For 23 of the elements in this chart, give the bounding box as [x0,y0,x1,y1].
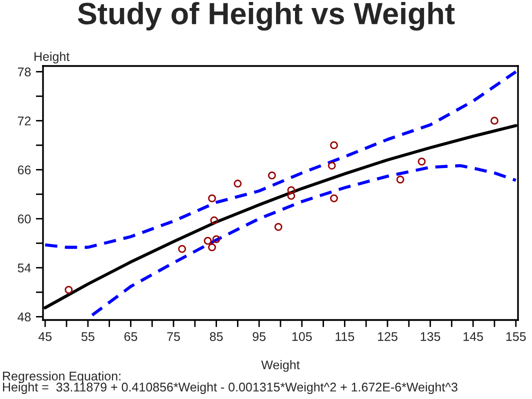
y-tick-label: 78 [18,68,31,76]
x-tick-label: 85 [210,332,223,341]
x-tick-label: 135 [420,332,440,341]
text: Regression Equation: [3,371,120,383]
x-tick-label: 115 [336,332,354,341]
y-tick-label: 48 [18,312,31,322]
y-tick-label: 54 [18,264,31,272]
x-tick-label: 55 [81,332,94,341]
x-tick-label: 75 [167,332,180,341]
y-axis-title: Height [34,52,70,64]
x-tick-label: 65 [124,332,138,341]
x-tick-label: 125 [378,332,398,341]
x-tick-label: 45 [38,332,52,341]
x-axis-title: Weight [261,360,300,372]
y-tick-label: 60 [18,214,31,224]
x-tick-label: 95 [252,332,266,341]
text: Height = 33.11879 + 0.410856*Weight - 0.001315*Weight^2 + 1.672E-6*Weight^3 [3,382,458,394]
x-tick-label: 155 [506,332,526,341]
chart-title: Study of Height vs Weight [78,2,455,31]
y-tick-label: 66 [18,166,31,174]
x-tick-label: 105 [292,332,312,341]
x-tick-label: 145 [464,332,483,341]
y-tick-label: 72 [18,116,31,126]
